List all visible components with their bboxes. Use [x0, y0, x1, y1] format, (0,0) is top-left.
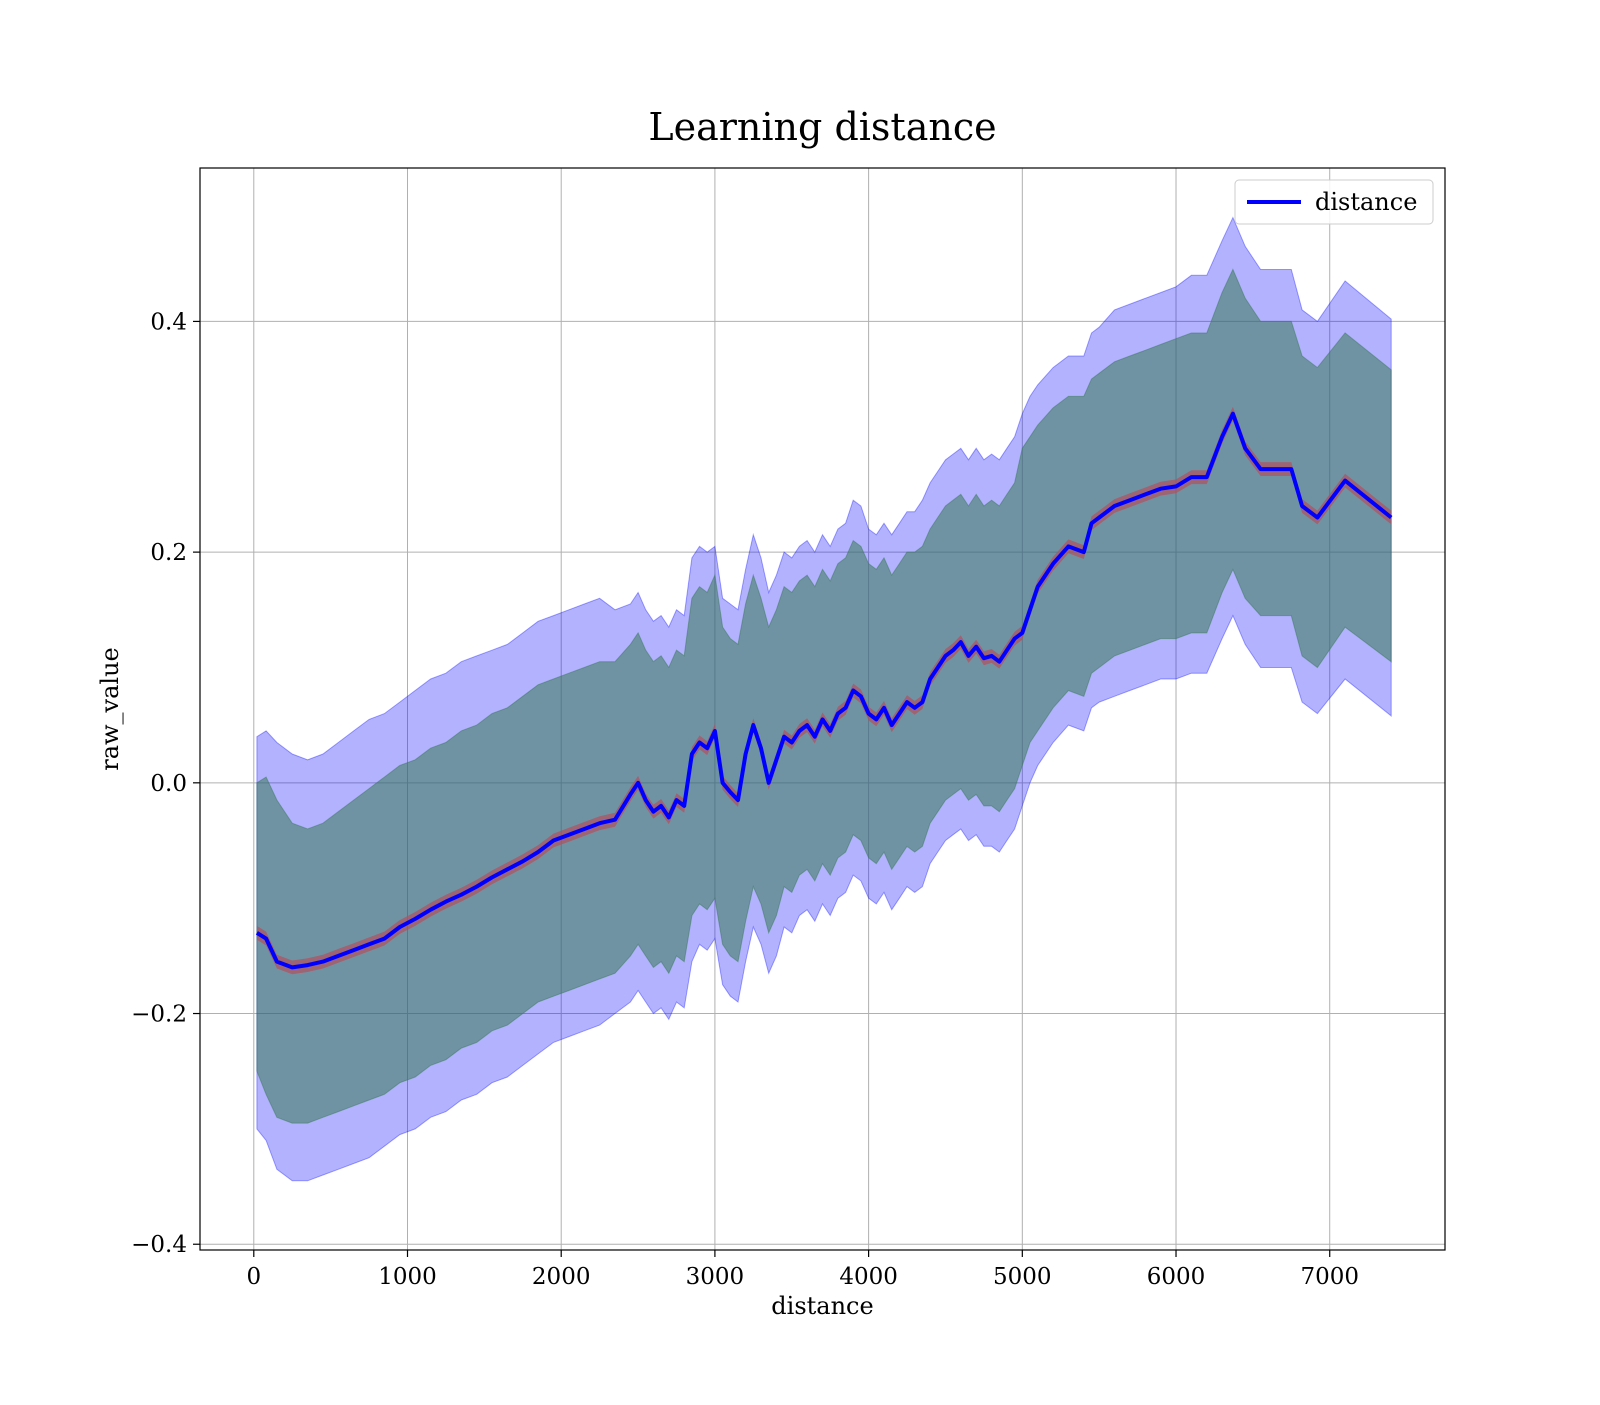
chart-title: Learning distance	[648, 105, 996, 149]
y-tick-label: 0.0	[150, 771, 187, 797]
confidence-bands	[256, 216, 1392, 1182]
legend: distance	[1234, 179, 1434, 225]
y-tick-label: −0.2	[131, 1002, 187, 1028]
plot-frame	[199, 167, 1446, 1251]
series-line-distance	[255, 411, 1393, 970]
series-lines	[255, 411, 1393, 970]
x-tick-label: 3000	[686, 1264, 745, 1290]
x-tick-label: 5000	[993, 1264, 1052, 1290]
y-tick-label: −0.4	[131, 1232, 187, 1258]
axis-ticks: 0 1000 2000 3000 4000 5000 6000 7000 −0.4 −0.2 0.0…	[131, 309, 1359, 1290]
x-tick-label: 4000	[839, 1264, 898, 1290]
legend-box	[1234, 179, 1434, 225]
inner-band	[256, 268, 1392, 1124]
y-tick-label: 0.4	[150, 309, 187, 335]
x-tick-label: 6000	[1147, 1264, 1206, 1290]
y-axis-label: raw_value	[96, 647, 124, 771]
x-tick-label: 7000	[1300, 1264, 1359, 1290]
y-tick-label: 0.2	[150, 540, 187, 566]
x-tick-label: 2000	[532, 1264, 591, 1290]
x-tick-label: 1000	[378, 1264, 437, 1290]
legend-label-distance: distance	[1315, 188, 1417, 216]
x-axis-label: distance	[771, 1292, 873, 1320]
x-tick-label: 0	[246, 1264, 261, 1290]
line-band	[256, 406, 1392, 975]
